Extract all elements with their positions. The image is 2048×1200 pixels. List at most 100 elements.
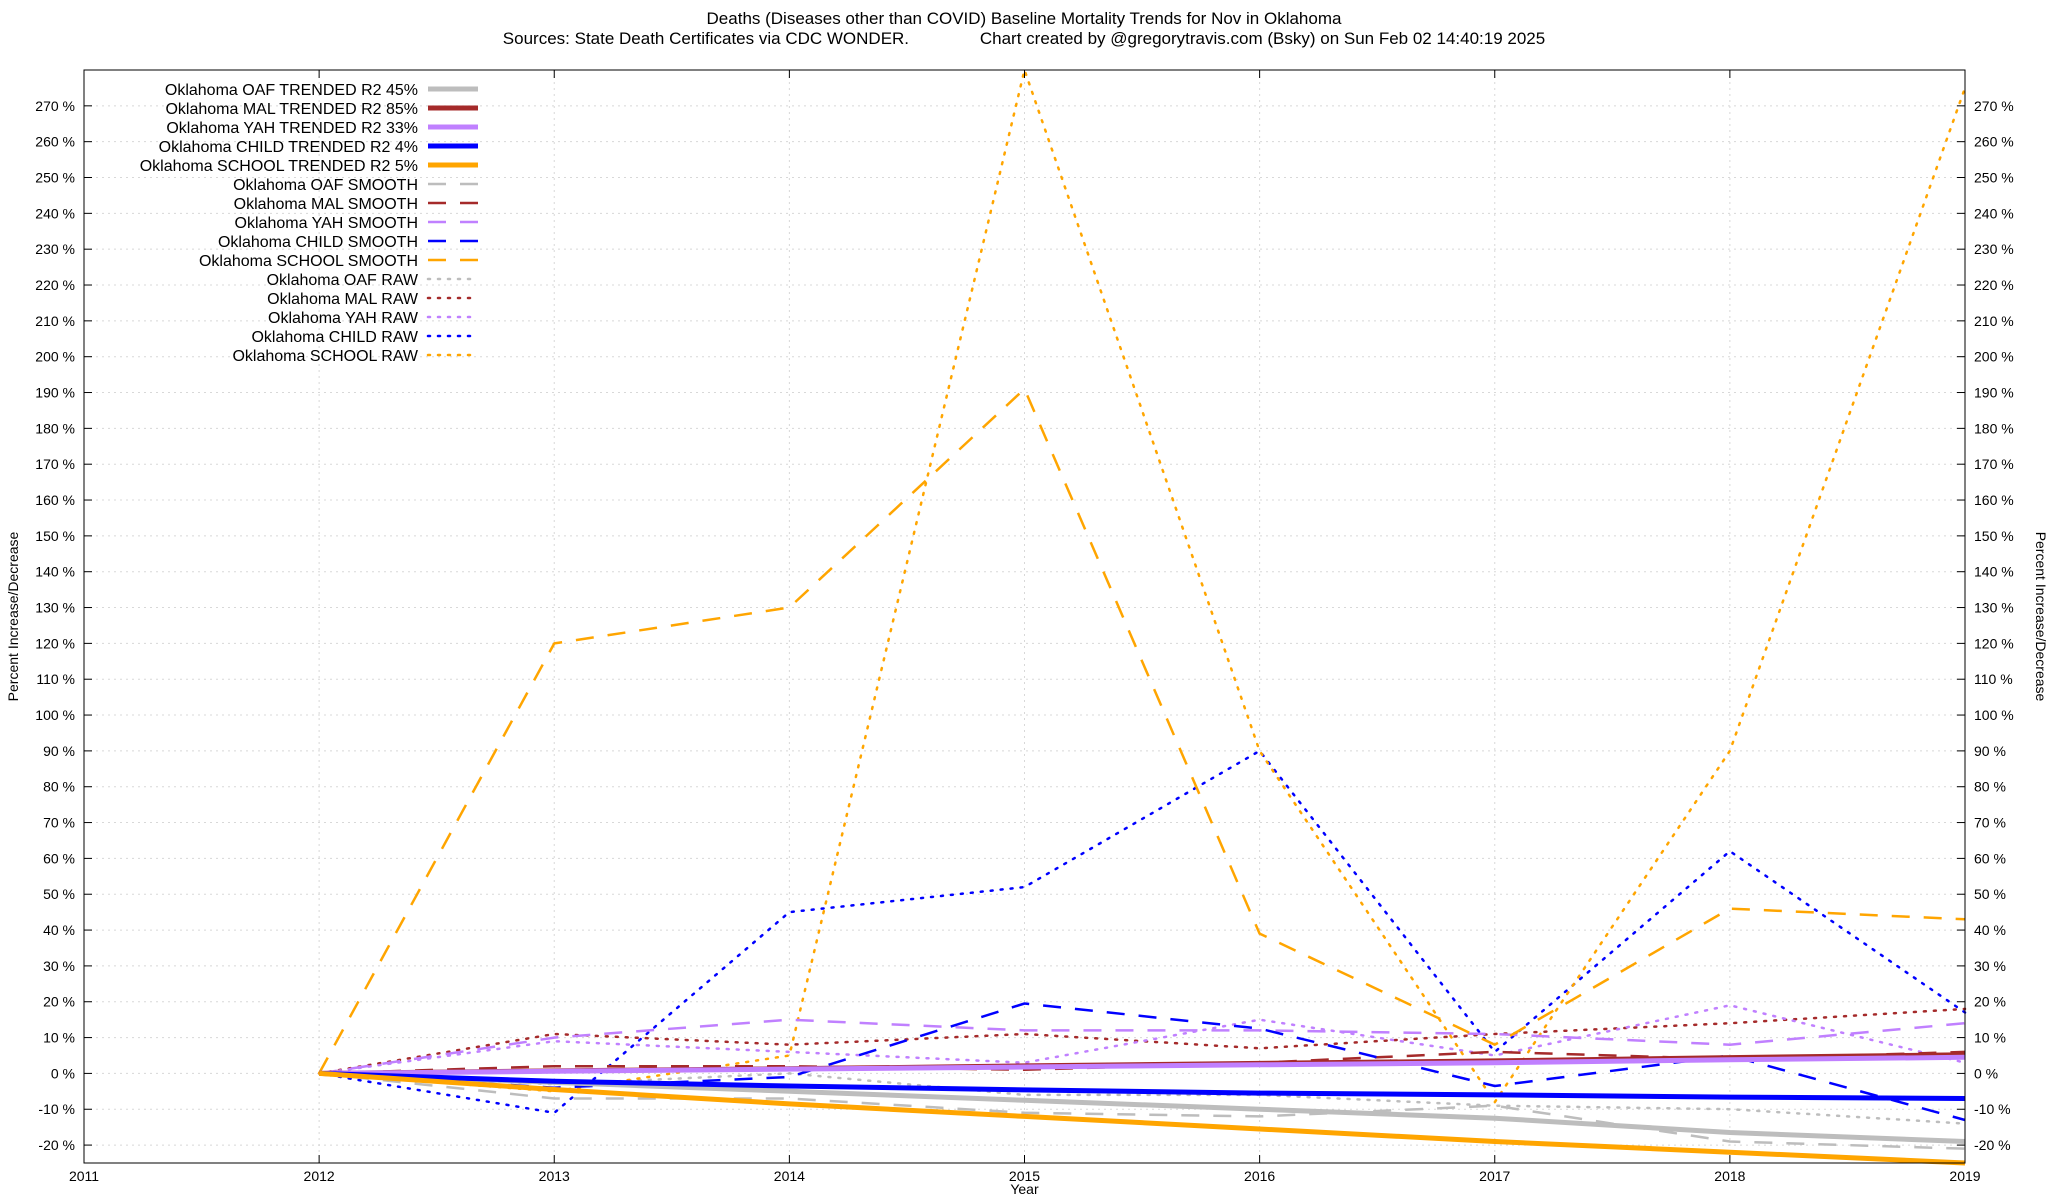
legend-label: Oklahoma YAH SMOOTH <box>235 215 418 232</box>
y-tick-label: 120 % <box>35 635 75 651</box>
legend-label: Oklahoma OAF SMOOTH <box>233 177 418 194</box>
x-tick-label: 2017 <box>1479 1168 1510 1184</box>
y2-tick-label: 190 % <box>1974 385 2014 401</box>
legend-label: Oklahoma MAL TRENDED R2 85% <box>165 101 418 118</box>
y2-tick-label: -10 % <box>1974 1101 2011 1117</box>
y-tick-label: 170 % <box>35 456 75 472</box>
series-line-child-raw <box>317 749 1967 1115</box>
legend-label: Oklahoma SCHOOL RAW <box>232 348 418 365</box>
y-tick-label: 100 % <box>35 707 75 723</box>
x-axis-label: Year <box>1010 1181 1039 1197</box>
y2-axis-label: Percent Increase/Decrease <box>2033 532 2048 702</box>
x-tick-label: 2019 <box>1949 1168 1980 1184</box>
series-line-yah-trended <box>319 1054 1966 1076</box>
y-tick-label: 260 % <box>35 134 75 150</box>
y-tick-label: 70 % <box>43 815 75 831</box>
y-tick-label: 210 % <box>35 313 75 329</box>
x-tick-label: 2014 <box>774 1168 805 1184</box>
y-tick-label: 30 % <box>43 958 75 974</box>
legend-label: Oklahoma CHILD SMOOTH <box>218 234 418 251</box>
legend-label: Oklahoma YAH TRENDED R2 33% <box>166 120 418 137</box>
series-line-school-raw <box>317 68 1967 1104</box>
y-tick-label: 240 % <box>35 205 75 221</box>
y-tick-label: 60 % <box>43 850 75 866</box>
y2-tick-label: 230 % <box>1974 241 2014 257</box>
series-line-school-smooth <box>318 387 1966 1074</box>
y-tick-label: -10 % <box>38 1101 75 1117</box>
series-line-school-trended <box>318 1070 1966 1166</box>
y-tick-label: -20 % <box>38 1137 75 1153</box>
y2-tick-label: 260 % <box>1974 134 2014 150</box>
x-tick-label: 2011 <box>69 1168 99 1184</box>
y-tick-label: 130 % <box>35 600 75 616</box>
plot-lines <box>317 68 1967 1166</box>
legend-label: Oklahoma SCHOOL SMOOTH <box>199 253 418 270</box>
legend: Oklahoma OAF TRENDED R2 45% Oklahoma MAL … <box>140 82 480 365</box>
y2-tick-label: 160 % <box>1974 492 2014 508</box>
y-tick-label: 90 % <box>43 743 75 759</box>
legend-label: Oklahoma YAH RAW <box>268 310 419 327</box>
legend-label: Oklahoma OAF RAW <box>267 272 419 289</box>
y-tick-label: 190 % <box>35 385 75 401</box>
y-tick-label: 200 % <box>35 349 75 365</box>
y-tick-label: 220 % <box>35 277 75 293</box>
y-tick-label: 180 % <box>35 420 75 436</box>
y2-tick-label: 80 % <box>1974 779 2006 795</box>
legend-label: Oklahoma CHILD TRENDED R2 4% <box>159 139 418 156</box>
legend-label: Oklahoma SCHOOL TRENDED R2 5% <box>140 158 418 175</box>
legend-label: Oklahoma MAL RAW <box>267 291 419 308</box>
grid <box>83 70 1966 1163</box>
y-tick-label: 270 % <box>35 98 75 114</box>
y2-tick-label: 220 % <box>1974 277 2014 293</box>
x-tick-label: 2018 <box>1714 1168 1745 1184</box>
axis-ticks: 2011 2012 2013 2014 2015 2016 2017 2018 2019 -20 … <box>35 70 2014 1184</box>
y-tick-label: 50 % <box>43 886 75 902</box>
y2-tick-label: 30 % <box>1974 958 2006 974</box>
y-tick-label: 160 % <box>35 492 75 508</box>
y-tick-label: 140 % <box>35 564 75 580</box>
y-tick-label: 80 % <box>43 779 75 795</box>
y2-tick-label: 70 % <box>1974 815 2006 831</box>
y2-tick-label: 140 % <box>1974 564 2014 580</box>
legend-label: Oklahoma CHILD RAW <box>251 329 418 346</box>
legend-label: Oklahoma MAL SMOOTH <box>234 196 418 213</box>
x-tick-label: 2012 <box>304 1168 335 1184</box>
y2-tick-label: 10 % <box>1974 1030 2006 1046</box>
y-tick-label: 110 % <box>36 671 75 687</box>
y2-tick-label: -20 % <box>1974 1137 2011 1153</box>
y2-tick-label: 100 % <box>1974 707 2014 723</box>
y2-tick-label: 270 % <box>1974 98 2014 114</box>
legend-label: Oklahoma OAF TRENDED R2 45% <box>165 82 418 99</box>
x-tick-label: 2016 <box>1244 1168 1275 1184</box>
y2-tick-label: 40 % <box>1974 922 2006 938</box>
x-tick-label: 2015 <box>1009 1168 1040 1184</box>
y2-tick-label: 170 % <box>1974 456 2014 472</box>
y2-tick-label: 180 % <box>1974 420 2014 436</box>
y2-tick-label: 50 % <box>1974 886 2006 902</box>
y2-tick-label: 250 % <box>1974 170 2014 186</box>
y2-tick-label: 210 % <box>1974 313 2014 329</box>
y-axis-label: Percent Increase/Decrease <box>5 531 21 701</box>
y2-tick-label: 90 % <box>1974 743 2006 759</box>
chart-title: Deaths (Diseases other than COVID) Basel… <box>707 9 1342 28</box>
y-tick-label: 150 % <box>35 528 75 544</box>
series-line-child-trended <box>319 1070 1966 1101</box>
y-tick-label: 10 % <box>43 1030 75 1046</box>
y2-tick-label: 110 % <box>1974 671 2013 687</box>
y2-tick-label: 150 % <box>1974 528 2014 544</box>
chart-subtitle: Sources: State Death Certificates via CD… <box>503 29 1545 48</box>
y2-tick-label: 0 % <box>1974 1065 1998 1081</box>
y2-tick-label: 60 % <box>1974 850 2006 866</box>
y-tick-label: 40 % <box>43 922 75 938</box>
x-tick-label: 2013 <box>539 1168 570 1184</box>
y-tick-label: 20 % <box>43 994 75 1010</box>
y-tick-label: 230 % <box>35 241 75 257</box>
y-tick-label: 0 % <box>51 1065 75 1081</box>
y-tick-label: 250 % <box>35 170 75 186</box>
y2-tick-label: 240 % <box>1974 205 2014 221</box>
y2-tick-label: 120 % <box>1974 635 2014 651</box>
y2-tick-label: 130 % <box>1974 600 2014 616</box>
y2-tick-label: 20 % <box>1974 994 2006 1010</box>
y2-tick-label: 200 % <box>1974 349 2014 365</box>
